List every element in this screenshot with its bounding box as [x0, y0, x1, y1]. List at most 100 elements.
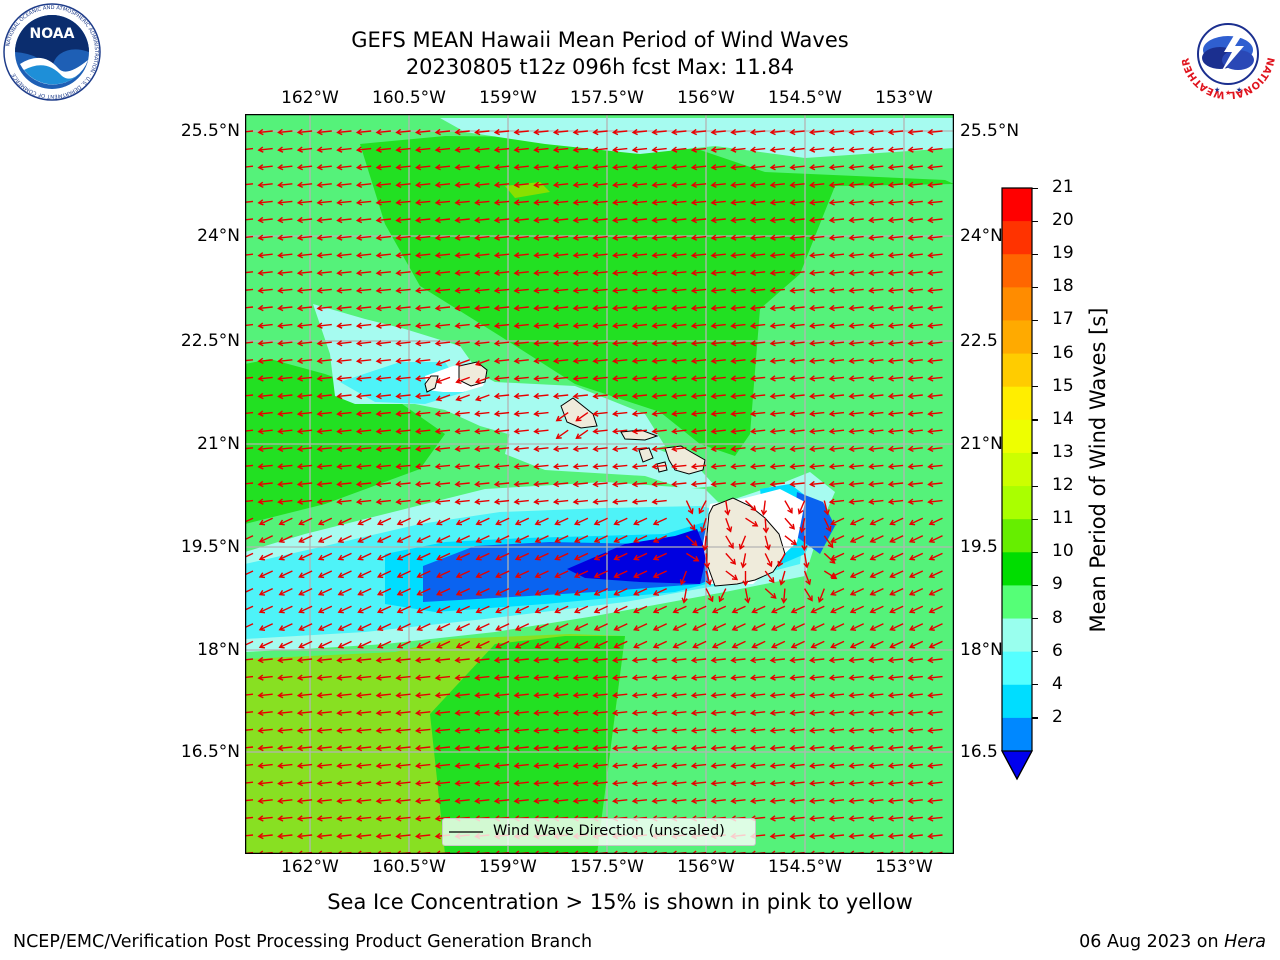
- wind-wave-arrow: [455, 323, 470, 327]
- wind-wave-arrow: [869, 429, 884, 433]
- wind-wave-arrow: [574, 570, 589, 578]
- wind-wave-arrow-head: [777, 560, 784, 568]
- wind-wave-arrow: [317, 200, 332, 204]
- wind-wave-arrow: [258, 658, 273, 662]
- wind-wave-arrow-head: [493, 375, 501, 382]
- wind-wave-arrow: [514, 429, 529, 433]
- wind-wave-arrow: [908, 359, 923, 362]
- wind-wave-arrow-head: [317, 572, 325, 579]
- wind-wave-arrow: [554, 763, 569, 767]
- wind-wave-arrow-head: [710, 252, 717, 259]
- wind-wave-arrow: [614, 570, 628, 578]
- wind-wave-arrow-head: [613, 537, 620, 543]
- wind-wave-arrow-head: [375, 656, 382, 664]
- wind-wave-arrow: [929, 552, 943, 560]
- wind-wave-arrow-head: [848, 744, 855, 752]
- wind-wave-arrow-head: [801, 545, 808, 552]
- wind-wave-arrow: [396, 781, 411, 785]
- wind-wave-arrow: [810, 235, 825, 239]
- wind-wave-arrow-head: [651, 216, 658, 224]
- wind-wave-arrow: [298, 816, 313, 820]
- wind-wave-arrow-head: [436, 625, 443, 631]
- wind-wave-arrow-head: [828, 340, 835, 347]
- wind-wave-arrow-head: [454, 656, 461, 664]
- wind-wave-arrow-head: [631, 322, 638, 329]
- wind-wave-arrow-head: [534, 572, 541, 579]
- wind-wave-arrow: [416, 376, 431, 380]
- wind-wave-arrow: [573, 781, 588, 785]
- wind-wave-arrow-head: [749, 146, 757, 153]
- wind-wave-arrow: [495, 218, 510, 222]
- wind-wave-arrow: [317, 165, 332, 169]
- wind-wave-arrow-head: [681, 597, 688, 604]
- wind-wave-arrow: [258, 271, 273, 274]
- wind-wave-arrow-head: [513, 357, 520, 365]
- wind-wave-arrow: [634, 552, 648, 560]
- wind-wave-arrow: [593, 165, 608, 169]
- wind-wave-arrow-head: [316, 727, 323, 734]
- wind-wave-arrow: [790, 482, 805, 486]
- wind-wave-arrow: [771, 640, 786, 648]
- wind-wave-arrow: [830, 816, 845, 820]
- wind-wave-arrow: [711, 376, 726, 380]
- wind-wave-arrow-head: [887, 744, 895, 752]
- wind-wave-arrow: [849, 359, 864, 362]
- wind-wave-arrow-head: [337, 537, 344, 543]
- wind-wave-arrow-head: [415, 375, 422, 382]
- wind-wave-arrow: [496, 623, 510, 631]
- wind-wave-arrow-head: [316, 392, 323, 400]
- wind-wave-arrow: [869, 306, 884, 310]
- wind-wave-arrow-head: [474, 762, 481, 769]
- wind-wave-arrow-head: [474, 216, 481, 224]
- wind-wave-arrow: [693, 640, 707, 648]
- wind-wave-arrow: [810, 306, 825, 310]
- wind-wave-arrow-head: [887, 199, 895, 206]
- wind-wave-arrow-head: [769, 146, 776, 153]
- wind-wave-arrow: [298, 799, 313, 802]
- wind-wave-arrow: [495, 411, 510, 415]
- wind-wave-arrow: [751, 218, 766, 222]
- wind-wave-arrow: [476, 570, 490, 578]
- wind-wave-arrow-head: [395, 181, 402, 189]
- wind-wave-arrow: [436, 323, 451, 327]
- wind-wave-arrow: [259, 587, 273, 596]
- wind-wave-arrow-head: [848, 480, 855, 488]
- wind-wave-arrow: [555, 640, 569, 648]
- wind-wave-arrow-head: [927, 375, 934, 382]
- wind-wave-arrow: [693, 623, 707, 631]
- wind-wave-arrow-head: [572, 199, 579, 206]
- wind-wave-arrow-head: [848, 375, 855, 382]
- wind-wave-arrow: [396, 183, 411, 186]
- wind-wave-arrow: [685, 535, 698, 546]
- wind-wave-arrow: [475, 323, 490, 327]
- wind-wave-arrow-head: [731, 625, 738, 631]
- wind-wave-arrow: [554, 288, 569, 292]
- wind-wave-arrow-head: [257, 498, 264, 505]
- wind-wave-arrow-head: [355, 692, 363, 699]
- wind-wave-arrow: [278, 394, 293, 398]
- wind-wave-arrow-head: [415, 234, 422, 241]
- wind-wave-arrow: [751, 147, 766, 151]
- wind-wave-arrow: [495, 306, 510, 310]
- wind-wave-arrow: [576, 412, 589, 422]
- wind-wave-arrow-head: [689, 524, 696, 531]
- wind-wave-arrow-head: [868, 480, 875, 488]
- wind-wave-arrow: [594, 605, 608, 613]
- wind-wave-arrow: [613, 165, 628, 169]
- wind-wave-arrow-head: [828, 234, 835, 241]
- wind-wave-arrow: [849, 464, 864, 468]
- wind-wave-arrow: [396, 341, 411, 345]
- wind-wave-arrow: [613, 288, 628, 292]
- wind-wave-arrow-head: [336, 357, 343, 365]
- wind-wave-arrow-head: [868, 815, 875, 822]
- wind-wave-arrow: [810, 447, 825, 450]
- wind-wave-arrow: [318, 552, 333, 560]
- wind-wave-arrow: [376, 746, 391, 750]
- wind-wave-arrow-head: [830, 537, 837, 543]
- wind-wave-arrow: [475, 693, 490, 697]
- wind-wave-arrow-head: [455, 519, 463, 526]
- wind-wave-arrow-head: [868, 727, 875, 734]
- wind-wave-arrow: [633, 658, 648, 662]
- wind-wave-arrow-head: [277, 410, 284, 417]
- wind-wave-arrow-head: [554, 537, 561, 543]
